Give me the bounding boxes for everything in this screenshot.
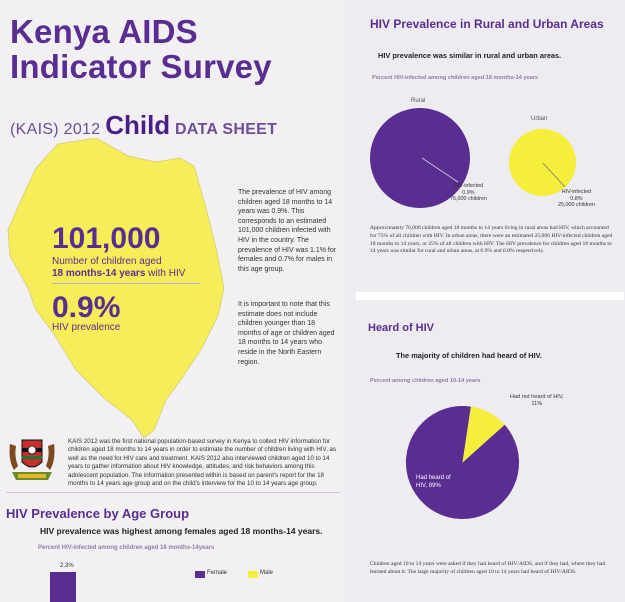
not-heard-label-line-1: Had not heard of HIV,	[510, 394, 564, 400]
subtitle-year: (KAIS) 2012	[10, 121, 106, 138]
pie-slice-not-heard	[462, 406, 505, 463]
exclusion-note-paragraph: It is important to note that this estima…	[238, 301, 335, 366]
rural-urban-paragraph: Approximately 76,000 children aged 18 mo…	[370, 225, 613, 255]
kenya-coat-of-arms-icon	[9, 439, 55, 480]
section-divider	[6, 492, 340, 493]
children-with-hiv-number: 101,000	[52, 222, 161, 255]
children-label-2: 18 months-14 years with HIV	[52, 268, 185, 279]
hiv-prevalence-label: HIV prevalence	[52, 322, 121, 333]
prevalence-paragraph: The prevalence of HIV among children age…	[238, 189, 337, 273]
title-line-1: Kenya AIDS	[10, 13, 198, 50]
age-group-heading: HIV Prevalence by Age Group	[6, 506, 190, 521]
subtitle-child: Child	[105, 110, 171, 140]
heard-label: Had heard of HIV, 89%	[416, 474, 451, 490]
urban-callout-line-1: HIV-infected	[561, 189, 592, 195]
legend-female-swatch	[195, 571, 205, 578]
rural-callout-line-1: HIV-infected	[453, 183, 484, 189]
subtitle-datasheet: DATA SHEET	[170, 121, 278, 138]
heard-label-line-1: Had heard of	[416, 475, 451, 481]
rural-callout-line-2: 0.9%	[462, 189, 475, 196]
rural-urban-subheading: HIV prevalence was similar in rural and …	[378, 51, 562, 60]
rural-title: Rural	[411, 98, 426, 104]
not-heard-label: Had not heard of HIV, 11%	[510, 394, 564, 408]
rural-urban-heading: HIV Prevalence in Rural and Urban Areas	[370, 17, 604, 31]
title-line-2: Indicator Survey	[10, 48, 272, 85]
hiv-prevalence-number: 0.9%	[52, 291, 121, 324]
legend-male-label: Male	[260, 570, 274, 576]
legend-male-swatch	[248, 571, 258, 578]
urban-callout-line-2: 0.8%	[570, 195, 583, 202]
kenya-map	[7, 138, 225, 438]
heard-label-line-2: HIV, 89%	[416, 483, 441, 489]
urban-circle	[509, 129, 576, 196]
page-title: Kenya AIDS Indicator Survey	[10, 14, 272, 84]
legend-female-label: Female	[207, 570, 228, 576]
bar-female	[50, 572, 76, 602]
children-label-age: 18 months-14 years	[52, 268, 146, 279]
heard-paragraph: Children aged 10 to 14 years were asked …	[370, 561, 606, 575]
rural-callout: HIV-infected 0.9% 76,000 children	[450, 183, 487, 203]
rural-callout-line-3: 76,000 children	[450, 196, 487, 203]
children-label-1: Number of children aged	[52, 256, 162, 267]
divider	[52, 283, 200, 284]
pie-slice-heard	[405, 405, 520, 520]
heard-chart-note: Percent among children aged 10-14 years	[370, 378, 481, 384]
urban-callout-line-3: 25,000 children	[558, 202, 595, 209]
section-separator	[356, 292, 624, 300]
rural-circle	[370, 108, 470, 208]
heard-pie-chart	[405, 405, 520, 520]
age-group-subheading: HIV prevalence was highest among females…	[40, 526, 323, 536]
not-heard-label-line-2: 11%	[531, 401, 543, 407]
urban-callout: HIV-infected 0.8% 25,000 children	[558, 189, 595, 209]
heard-heading: Heard of HIV	[368, 322, 435, 334]
urban-title: Urban	[531, 116, 548, 122]
rural-urban-chart-note: Percent HIV-infected among children aged…	[372, 75, 538, 81]
page-subtitle: (KAIS) 2012 Child DATA SHEET	[10, 110, 277, 141]
bar-data-label: 2.3%	[60, 563, 74, 569]
age-group-chart-note: Percent HIV-infected among children aged…	[38, 545, 215, 551]
survey-intro-paragraph: KAIS 2012 was the first national populat…	[68, 438, 337, 488]
heard-subheading: The majority of children had heard of HI…	[396, 351, 542, 360]
children-label-hiv: with HIV	[145, 268, 186, 279]
